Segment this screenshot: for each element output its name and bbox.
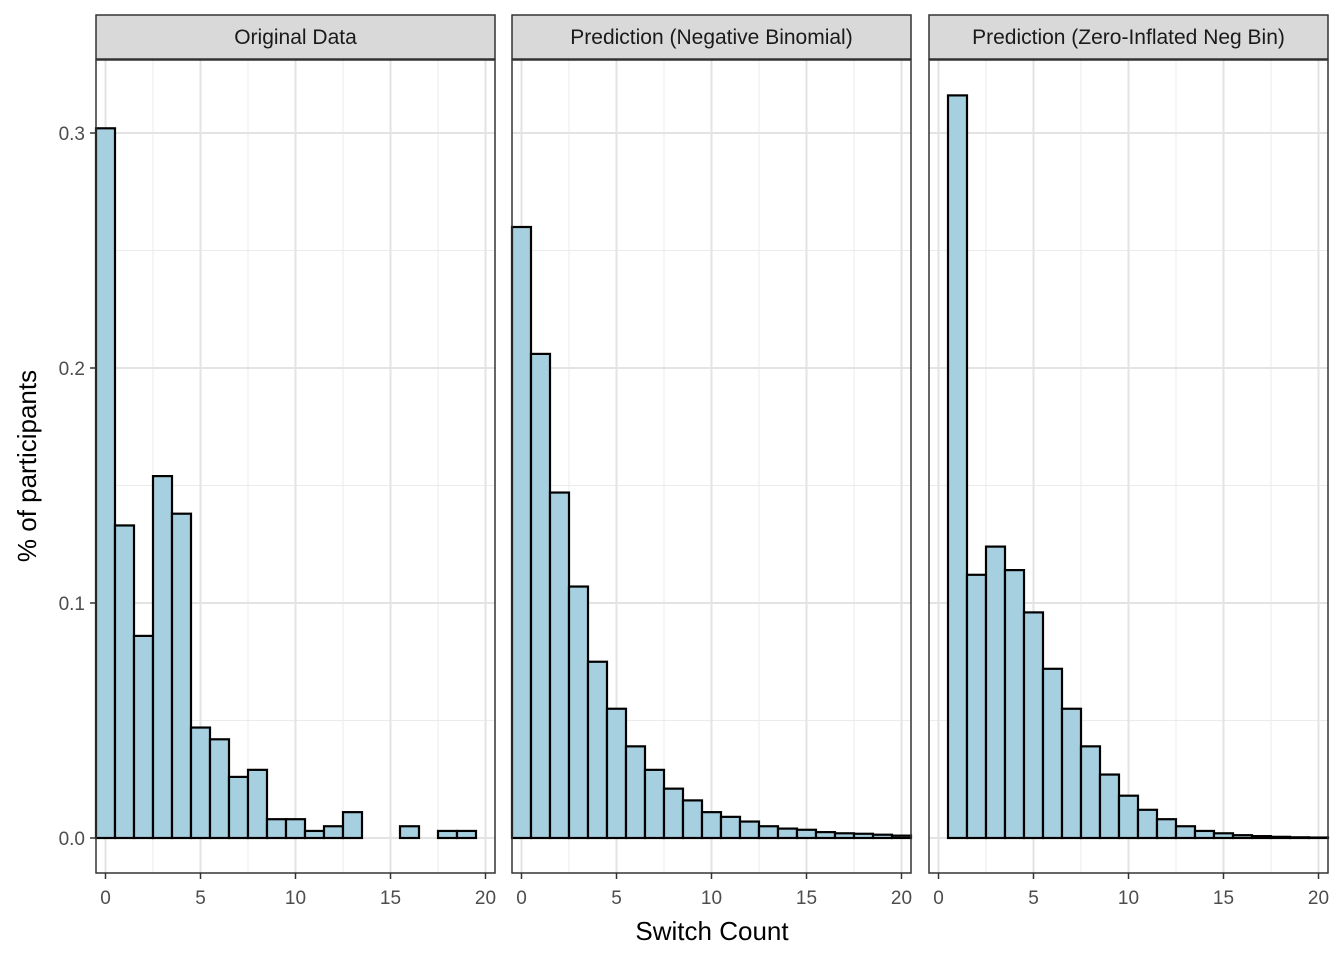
histogram-bar bbox=[1079, 745, 1102, 840]
x-tick-label: 0 bbox=[933, 888, 944, 909]
histogram-bar bbox=[738, 820, 761, 840]
histogram-bar bbox=[1117, 794, 1140, 840]
facet-panel: Prediction (Zero-Inflated Neg Bin) 0 5 10 15… bbox=[928, 14, 1330, 909]
histogram-bar bbox=[113, 524, 136, 840]
histogram-bar bbox=[871, 833, 894, 840]
histogram-bar bbox=[965, 573, 988, 840]
facet-panel: Original Data 0 5 10 15 20 bbox=[94, 14, 496, 909]
facet-strip bbox=[511, 14, 912, 60]
histogram-bar bbox=[567, 585, 590, 840]
y-tick-label: 0.3 bbox=[59, 124, 85, 145]
histogram-bar bbox=[795, 828, 818, 840]
histogram-bar bbox=[662, 787, 685, 840]
x-tick-label: 20 bbox=[1308, 888, 1329, 909]
x-tick-label: 15 bbox=[796, 888, 817, 909]
histogram-bar bbox=[1041, 667, 1064, 840]
histogram-bar bbox=[1231, 834, 1254, 840]
histogram-bar bbox=[1003, 568, 1026, 840]
histogram-bar bbox=[719, 815, 742, 840]
histogram-bar bbox=[757, 825, 780, 840]
histogram-bar bbox=[833, 832, 856, 840]
x-tick-label: 0 bbox=[516, 888, 527, 909]
histogram-bar bbox=[1155, 818, 1178, 840]
histogram-bar bbox=[398, 825, 421, 840]
x-tick-label: 5 bbox=[195, 888, 206, 909]
histogram-bar bbox=[643, 768, 666, 840]
histogram-bar bbox=[265, 818, 288, 840]
histogram-bar bbox=[455, 829, 478, 840]
x-tick-label: 20 bbox=[475, 888, 496, 909]
histogram-bar bbox=[436, 829, 459, 840]
histogram-bar bbox=[208, 738, 231, 840]
x-tick-label: 20 bbox=[891, 888, 912, 909]
y-axis-title: % of participants bbox=[12, 370, 42, 562]
histogram-bar bbox=[776, 827, 799, 840]
x-tick-label: 15 bbox=[1213, 888, 1234, 909]
histogram-bar bbox=[189, 726, 212, 840]
histogram-bar bbox=[700, 811, 723, 840]
histogram-bar bbox=[322, 825, 345, 840]
histogram-bar bbox=[1136, 808, 1159, 840]
histogram-bar bbox=[984, 545, 1007, 840]
histogram-bar bbox=[1060, 707, 1083, 840]
histogram-bar bbox=[284, 818, 307, 840]
y-tick-label: 0.2 bbox=[59, 359, 85, 380]
histogram-bar bbox=[94, 127, 117, 840]
histogram-bar bbox=[814, 831, 837, 840]
x-tick-label: 10 bbox=[1118, 888, 1139, 909]
histogram-bar bbox=[170, 512, 193, 840]
facet-strip bbox=[95, 14, 496, 60]
histogram-bar bbox=[1193, 829, 1216, 840]
histogram-bar bbox=[1174, 825, 1197, 840]
x-tick-label: 10 bbox=[701, 888, 722, 909]
y-tick-label: 0.0 bbox=[59, 829, 85, 850]
histogram-bar bbox=[132, 634, 155, 840]
facet-strip bbox=[928, 14, 1329, 60]
y-tick-label: 0.1 bbox=[59, 594, 85, 615]
x-tick-label: 5 bbox=[611, 888, 622, 909]
histogram-bar bbox=[890, 834, 913, 840]
histogram-bar bbox=[1288, 836, 1311, 840]
histogram-bar bbox=[946, 94, 969, 840]
histogram-bar bbox=[1022, 611, 1045, 840]
x-tick-label: 0 bbox=[100, 888, 111, 909]
facet-strip-label: Prediction (Negative Binomial) bbox=[570, 26, 852, 49]
histogram-bar bbox=[1212, 832, 1235, 840]
x-axis-title: Switch Count bbox=[635, 916, 789, 946]
histogram-bar bbox=[1098, 773, 1121, 840]
histogram-bar bbox=[303, 829, 326, 840]
histogram-bar bbox=[548, 491, 571, 840]
histogram-bar bbox=[605, 707, 628, 840]
x-tick-label: 5 bbox=[1028, 888, 1039, 909]
histogram-bar bbox=[624, 745, 647, 840]
histogram-bar bbox=[227, 775, 250, 840]
histogram-bar bbox=[1269, 835, 1292, 840]
histogram-bar bbox=[151, 475, 174, 840]
y-axis: 0.0 0.1 0.2 0.3 bbox=[59, 124, 96, 850]
facet-panel: Prediction (Negative Binomial) 0 5 10 15 20 bbox=[510, 14, 913, 909]
histogram-bar bbox=[586, 660, 609, 840]
histogram-bar bbox=[852, 832, 875, 840]
histogram-bar bbox=[1250, 835, 1273, 840]
facet-strip-label: Original Data bbox=[234, 26, 357, 49]
histogram-bar bbox=[681, 799, 704, 840]
histogram-bar bbox=[510, 225, 533, 840]
x-tick-label: 15 bbox=[380, 888, 401, 909]
histogram-bar bbox=[246, 768, 269, 840]
histogram-bar bbox=[529, 352, 552, 840]
facet-strip-label: Prediction (Zero-Inflated Neg Bin) bbox=[972, 26, 1285, 49]
x-tick-label: 10 bbox=[285, 888, 306, 909]
histogram-bar bbox=[341, 811, 364, 840]
